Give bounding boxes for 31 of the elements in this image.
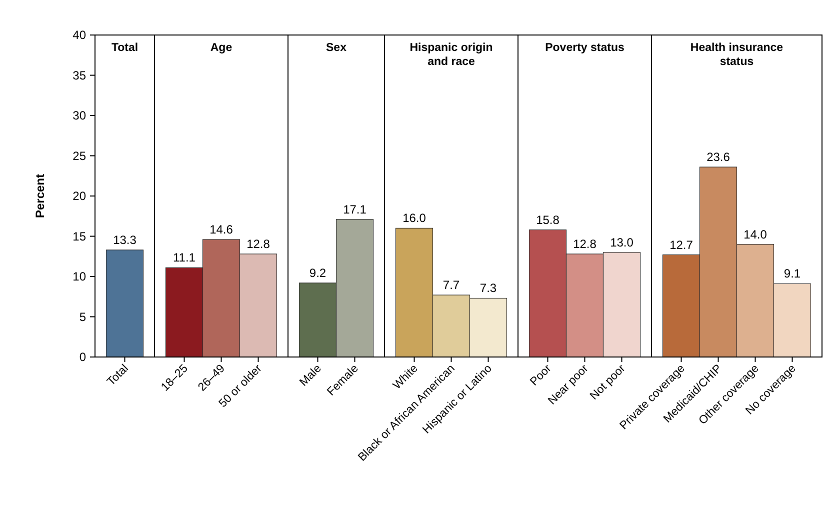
data-label: 23.6 <box>706 150 730 164</box>
text: Poverty status <box>545 42 624 54</box>
data-label: 7.7 <box>442 278 460 292</box>
text: Age <box>210 42 232 54</box>
data-label: 17.1 <box>343 202 367 216</box>
y-tick-label: 30 <box>72 108 86 122</box>
data-label: 15.8 <box>536 212 560 227</box>
data-label: 12.7 <box>670 238 694 252</box>
y-tick-label: 15 <box>72 229 86 244</box>
y-tick-label: 5 <box>79 310 86 324</box>
text: Sex <box>326 42 348 54</box>
data-label: 9.2 <box>309 266 326 280</box>
y-tick-label: 20 <box>72 189 86 203</box>
y-tick-label: 25 <box>72 148 86 163</box>
data-label: 14.6 <box>210 222 234 236</box>
data-label: 7.3 <box>480 281 497 296</box>
y-tick-label: 10 <box>72 270 86 284</box>
data-label: 13.3 <box>113 232 137 247</box>
y-tick-label: 40 <box>72 28 86 42</box>
data-label: 16.0 <box>402 211 426 226</box>
data-label: 13.0 <box>610 235 634 250</box>
y-tick-label: 0 <box>79 350 86 364</box>
text: Hispanic origin and race <box>410 42 493 68</box>
data-label: 12.8 <box>246 236 270 251</box>
text: Health insurance status <box>690 42 784 68</box>
y-axis-title: Percent <box>33 174 47 218</box>
data-label: 9.1 <box>784 266 801 281</box>
data-label: 12.8 <box>573 236 597 251</box>
data-label: 14.0 <box>744 227 768 242</box>
data-label: 11.1 <box>173 250 196 265</box>
y-tick-label: 35 <box>72 68 86 82</box>
